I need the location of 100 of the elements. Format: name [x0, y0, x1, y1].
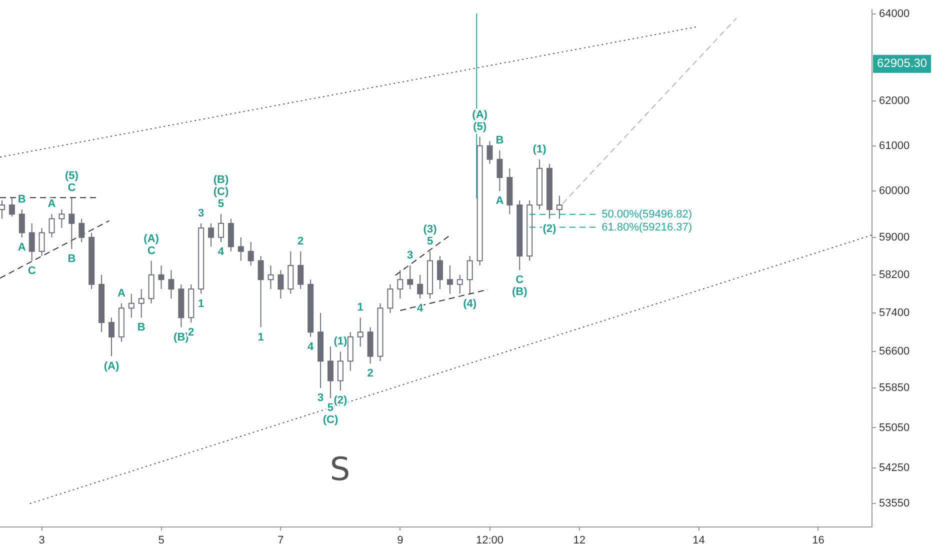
x-tick-label: 9 — [397, 534, 404, 546]
annotation: 5 — [327, 402, 334, 414]
annotation: (5) — [64, 170, 79, 182]
candlestick — [28, 222, 35, 262]
candlestick — [18, 209, 25, 238]
annotation: 1 — [198, 298, 204, 310]
y-tick-label: 60000 — [879, 185, 910, 198]
y-tick-label: 56600 — [879, 345, 910, 358]
candlestick — [248, 242, 254, 266]
text: 62905.30 — [877, 56, 928, 70]
y-tick-label: 55050 — [879, 422, 910, 434]
y-tick-label: 57400 — [879, 306, 910, 319]
candlestick — [198, 222, 204, 294]
candlestick — [258, 256, 264, 328]
candlestick — [466, 256, 473, 294]
annotation: 4 — [218, 246, 225, 258]
candlestick — [8, 198, 15, 217]
candlestick — [397, 270, 404, 300]
candlestick — [407, 264, 414, 290]
candlestick — [417, 274, 424, 300]
candlestick — [158, 264, 164, 290]
annotation: 3 — [317, 392, 324, 404]
candlestick — [337, 350, 344, 392]
annotation: (3) — [423, 223, 438, 236]
candlestick — [238, 236, 244, 262]
candlestick — [377, 302, 384, 362]
candlestick — [118, 302, 124, 342]
x-tick-label: 5 — [158, 534, 164, 546]
candlestick — [228, 218, 234, 252]
annotation: (A) — [144, 232, 160, 245]
annotation: C — [516, 274, 524, 286]
annotation: (B) — [174, 331, 190, 344]
candlestick — [0, 200, 5, 220]
annotation: B — [137, 322, 146, 334]
annotation: A — [18, 241, 26, 254]
candlestick — [298, 250, 304, 290]
annotation: (C) — [322, 414, 338, 426]
candlestick — [268, 264, 274, 290]
annotation: (B) — [213, 174, 229, 186]
candlestick — [446, 264, 453, 294]
candlestick — [148, 260, 154, 304]
annotation: 2 — [298, 235, 304, 248]
candlestick — [476, 136, 483, 266]
y-tick-label: 58200 — [879, 268, 910, 281]
ref-line-label: 50.00%(59496.82) — [602, 208, 692, 220]
candlestick — [536, 158, 543, 210]
y-tick-label: 61000 — [879, 140, 910, 152]
candlestick — [168, 270, 174, 300]
y-tick-label: 53550 — [879, 498, 910, 510]
annotation: B — [68, 253, 76, 266]
candlestick — [138, 288, 144, 318]
candlestick — [308, 279, 314, 338]
annotation: (1) — [532, 143, 547, 156]
candlestick — [68, 198, 75, 250]
candlestick — [88, 232, 95, 290]
candlestick — [526, 200, 533, 262]
candlestick — [128, 293, 134, 318]
x-tick-label: 3 — [38, 534, 45, 546]
y-tick-label: 64000 — [879, 8, 910, 20]
candlestick — [556, 195, 562, 220]
annotation: C — [28, 264, 36, 277]
candlestick — [218, 214, 224, 243]
candlestick — [188, 284, 194, 323]
annotation: C — [68, 182, 76, 194]
candlestick — [436, 256, 443, 290]
candlestick — [58, 209, 65, 229]
candlestick — [427, 250, 434, 300]
candlestick — [486, 140, 493, 164]
annotation: 2 — [367, 368, 374, 380]
annotation: B — [496, 134, 504, 146]
annotation: (2) — [334, 394, 348, 407]
annotation: 4 — [417, 302, 424, 315]
candlestick — [347, 332, 354, 372]
candlestick — [48, 214, 55, 238]
candlestick — [278, 270, 284, 300]
x-tick-label: 14 — [692, 534, 705, 546]
y-tick-label: 55850 — [879, 382, 910, 394]
candlestick — [208, 222, 214, 248]
x-tick-label: 16 — [812, 534, 824, 546]
candlestick — [546, 163, 552, 220]
annotation: 3 — [407, 249, 414, 262]
candlestick — [78, 218, 85, 243]
annotation: 5 — [426, 235, 434, 248]
annotation: C — [147, 244, 156, 257]
x-tick-label: 12 — [573, 534, 586, 546]
x-tick-label: 7 — [278, 534, 284, 546]
annotation: 5 — [218, 198, 224, 210]
annotation: A — [496, 195, 504, 208]
annotation: S — [330, 450, 350, 488]
annotation: 2 — [188, 326, 194, 339]
annotation: A — [48, 198, 56, 210]
candlestick — [496, 150, 503, 192]
annotation: (B) — [512, 286, 528, 298]
annotation: 1 — [258, 331, 264, 344]
candlestick — [516, 200, 523, 271]
candlestick — [38, 228, 45, 257]
annotation: A — [117, 287, 126, 300]
annotation: (4) — [463, 298, 477, 310]
candlestick — [357, 317, 364, 348]
candlestick — [318, 312, 324, 389]
